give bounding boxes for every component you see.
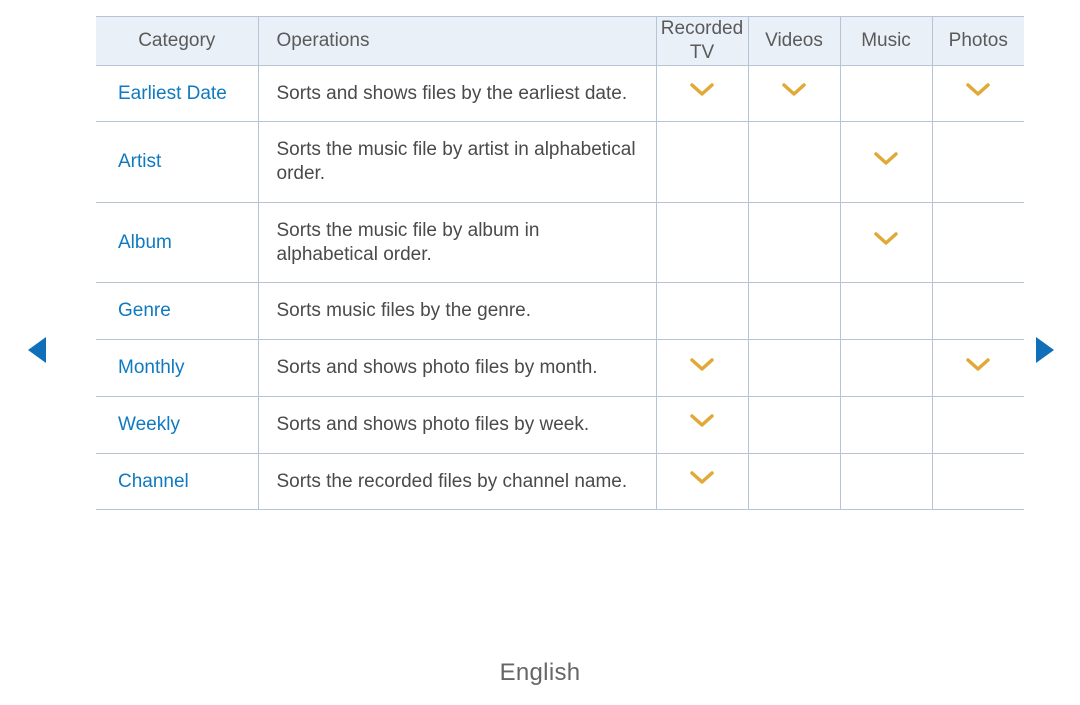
- operation-cell: Sorts the recorded files by channel name…: [258, 453, 656, 510]
- mark-cell-music: [840, 396, 932, 453]
- check-chevron-icon: [872, 230, 900, 248]
- table-row: ArtistSorts the music file by artist in …: [96, 122, 1024, 203]
- mark-cell-photos: [932, 283, 1024, 340]
- col-header-videos: Videos: [748, 17, 840, 66]
- mark-cell-recorded-tv: [656, 453, 748, 510]
- mark-cell-recorded-tv: [656, 65, 748, 122]
- mark-cell-music: [840, 453, 932, 510]
- operation-cell: Sorts and shows photo files by month.: [258, 340, 656, 397]
- table-header-row: Category Operations RecordedTV Videos Mu…: [96, 17, 1024, 66]
- mark-cell-music: [840, 340, 932, 397]
- mark-cell-videos: [748, 453, 840, 510]
- operation-cell: Sorts music files by the genre.: [258, 283, 656, 340]
- mark-cell-recorded-tv: [656, 202, 748, 283]
- mark-cell-videos: [748, 396, 840, 453]
- check-chevron-icon: [688, 81, 716, 99]
- operation-cell: Sorts the music file by artist in alphab…: [258, 122, 656, 203]
- category-cell: Genre: [96, 283, 258, 340]
- mark-cell-recorded-tv: [656, 340, 748, 397]
- mark-cell-videos: [748, 340, 840, 397]
- mark-cell-music: [840, 202, 932, 283]
- mark-cell-recorded-tv: [656, 122, 748, 203]
- mark-cell-music: [840, 122, 932, 203]
- operation-cell: Sorts the music file by album in alphabe…: [258, 202, 656, 283]
- category-cell: Artist: [96, 122, 258, 203]
- mark-cell-photos: [932, 65, 1024, 122]
- sort-options-table: Category Operations RecordedTV Videos Mu…: [96, 16, 1024, 510]
- category-cell: Earliest Date: [96, 65, 258, 122]
- mark-cell-videos: [748, 65, 840, 122]
- mark-cell-recorded-tv: [656, 396, 748, 453]
- mark-cell-videos: [748, 202, 840, 283]
- next-page-arrow[interactable]: [1034, 335, 1058, 365]
- check-chevron-icon: [688, 412, 716, 430]
- table-row: GenreSorts music files by the genre.: [96, 283, 1024, 340]
- mark-cell-recorded-tv: [656, 283, 748, 340]
- table-row: AlbumSorts the music file by album in al…: [96, 202, 1024, 283]
- check-chevron-icon: [872, 150, 900, 168]
- mark-cell-videos: [748, 122, 840, 203]
- category-cell: Monthly: [96, 340, 258, 397]
- col-header-music: Music: [840, 17, 932, 66]
- table-row: WeeklySorts and shows photo files by wee…: [96, 396, 1024, 453]
- check-chevron-icon: [688, 469, 716, 487]
- table-row: ChannelSorts the recorded files by chann…: [96, 453, 1024, 510]
- mark-cell-photos: [932, 122, 1024, 203]
- col-header-category: Category: [96, 17, 258, 66]
- category-cell: Weekly: [96, 396, 258, 453]
- operation-cell: Sorts and shows files by the earliest da…: [258, 65, 656, 122]
- col-header-photos: Photos: [932, 17, 1024, 66]
- mark-cell-videos: [748, 283, 840, 340]
- table-row: Earliest DateSorts and shows files by th…: [96, 65, 1024, 122]
- category-cell: Album: [96, 202, 258, 283]
- check-chevron-icon: [964, 81, 992, 99]
- operation-cell: Sorts and shows photo files by week.: [258, 396, 656, 453]
- prev-page-arrow[interactable]: [24, 335, 48, 365]
- mark-cell-photos: [932, 340, 1024, 397]
- mark-cell-music: [840, 65, 932, 122]
- check-chevron-icon: [780, 81, 808, 99]
- mark-cell-photos: [932, 453, 1024, 510]
- col-header-operations: Operations: [258, 17, 656, 66]
- check-chevron-icon: [688, 356, 716, 374]
- footer-language-label: English: [0, 659, 1080, 687]
- col-header-recorded-tv: RecordedTV: [656, 17, 748, 66]
- mark-cell-photos: [932, 202, 1024, 283]
- mark-cell-photos: [932, 396, 1024, 453]
- check-chevron-icon: [964, 356, 992, 374]
- category-cell: Channel: [96, 453, 258, 510]
- mark-cell-music: [840, 283, 932, 340]
- table-row: MonthlySorts and shows photo files by mo…: [96, 340, 1024, 397]
